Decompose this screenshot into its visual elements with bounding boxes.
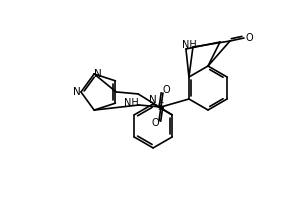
Text: S: S	[158, 102, 164, 112]
Text: O: O	[151, 118, 159, 128]
Text: N: N	[94, 69, 102, 79]
Text: O: O	[245, 33, 253, 43]
Text: NH: NH	[182, 40, 196, 50]
Text: N: N	[73, 87, 81, 97]
Text: NH: NH	[124, 98, 138, 108]
Text: N: N	[149, 95, 157, 105]
Text: O: O	[162, 85, 170, 95]
